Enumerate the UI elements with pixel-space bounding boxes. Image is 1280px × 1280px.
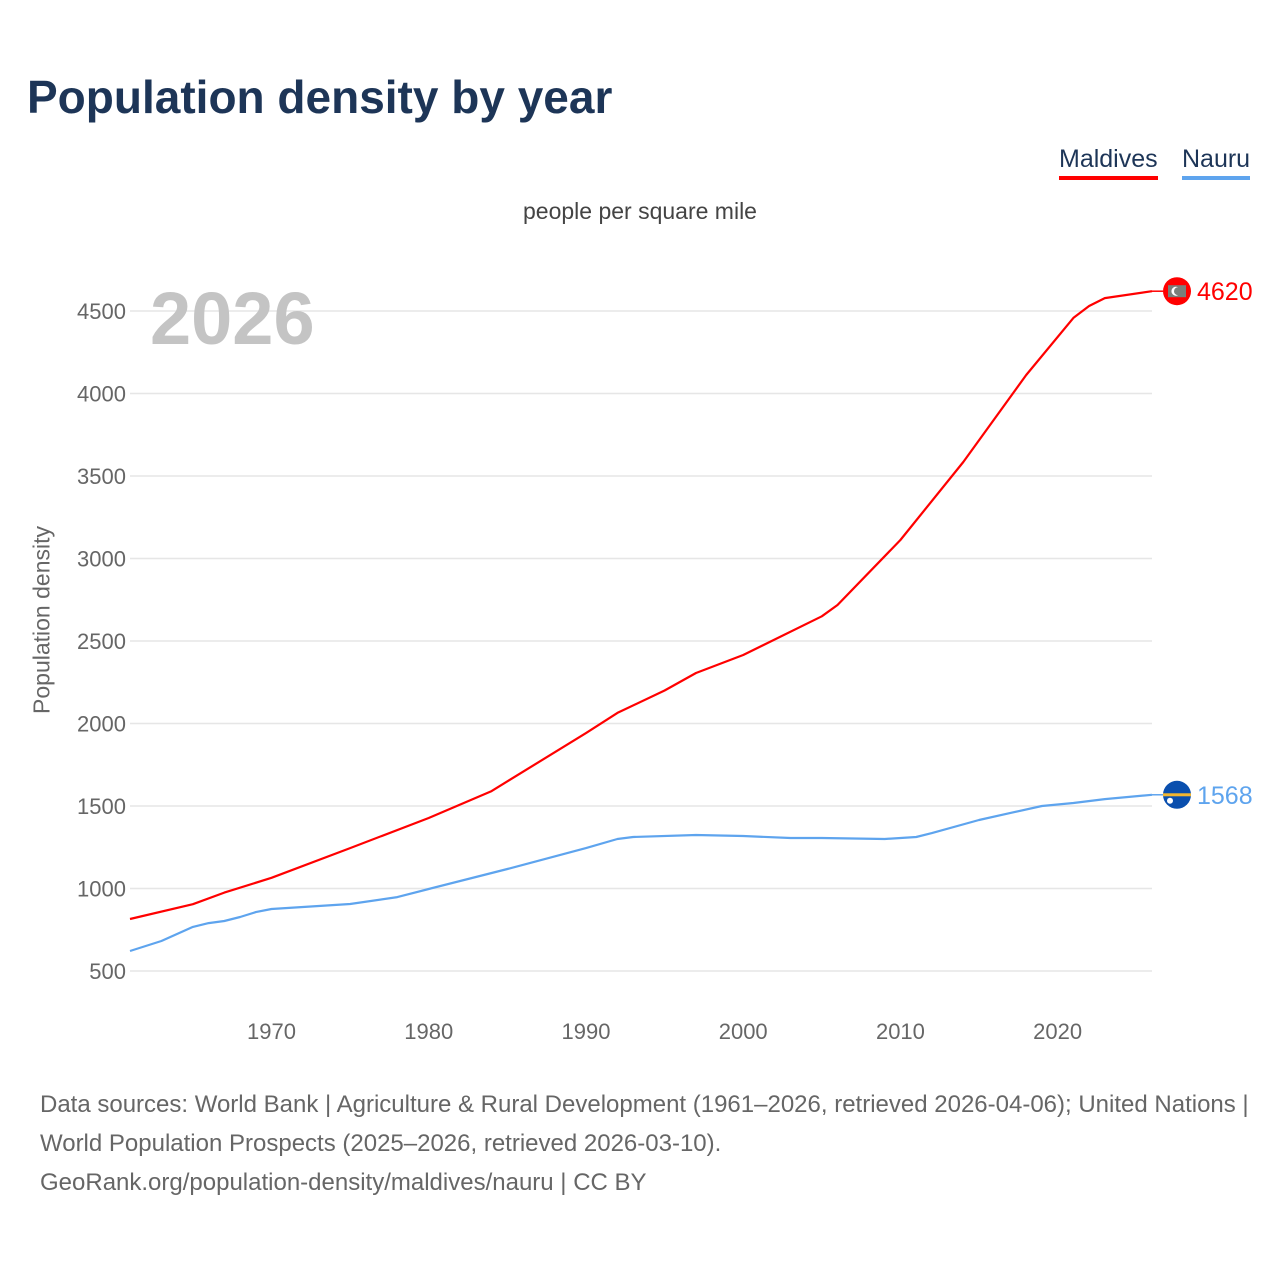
year-watermark: 2026 xyxy=(150,277,315,360)
nauru-flag-stripe xyxy=(1163,793,1191,797)
x-tick-label: 2020 xyxy=(1033,1019,1082,1044)
y-tick-label: 2500 xyxy=(77,629,126,654)
y-tick-label: 3500 xyxy=(77,464,126,489)
footer-sources: Data sources: World Bank | Agriculture &… xyxy=(40,1091,1249,1157)
footer: Data sources: World Bank | Agriculture &… xyxy=(40,1085,1250,1202)
x-tick-label: 1990 xyxy=(561,1019,610,1044)
x-tick-label: 1970 xyxy=(247,1019,296,1044)
y-tick-label: 4000 xyxy=(77,382,126,407)
chart-title: Population density by year xyxy=(27,71,613,123)
end-value-label-maldives: 4620 xyxy=(1197,278,1253,306)
x-tick-label: 2000 xyxy=(719,1019,768,1044)
maldives-flag-field xyxy=(1168,285,1186,298)
y-tick-label: 2000 xyxy=(77,712,126,737)
footer-url[interactable]: GeoRank.org/population-density/maldives/… xyxy=(40,1169,647,1196)
legend-item-nauru[interactable]: Nauru xyxy=(1182,145,1251,180)
y-tick-label: 500 xyxy=(89,959,126,984)
series-line-maldives xyxy=(129,290,1153,921)
star-icon xyxy=(1167,797,1173,804)
crescent-icon xyxy=(1171,286,1178,296)
legend-item-maldives[interactable]: Maldives xyxy=(1059,145,1158,180)
y-tick-label: 1500 xyxy=(77,794,126,819)
y-tick-label: 3000 xyxy=(77,547,126,572)
y-tick-label: 1000 xyxy=(77,877,126,902)
x-tick-label: 2010 xyxy=(876,1019,925,1044)
series-line-nauru xyxy=(129,793,1153,953)
chart-subtitle: people per square mile xyxy=(523,198,757,224)
x-tick-label: 1980 xyxy=(404,1019,453,1044)
end-value-label-nauru: 1568 xyxy=(1197,782,1253,810)
y-tick-label: 4500 xyxy=(77,299,126,324)
